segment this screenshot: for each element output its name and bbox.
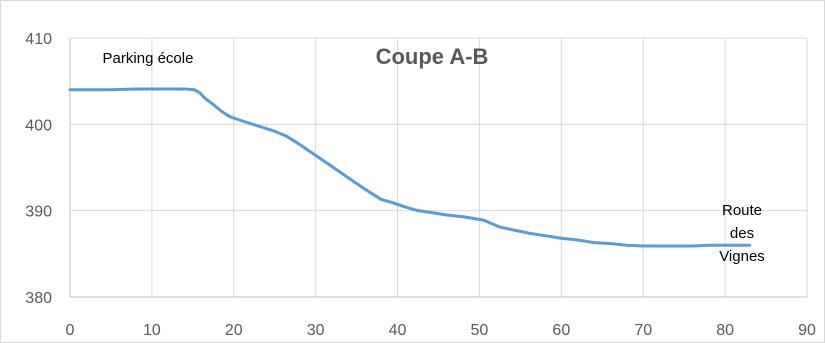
annotation-0-line-0: Parking école <box>103 50 194 67</box>
x-tick-label-90: 90 <box>798 322 816 339</box>
x-tick-label-60: 60 <box>552 322 570 339</box>
x-tick-label-20: 20 <box>225 322 243 339</box>
x-tick-label-50: 50 <box>471 322 489 339</box>
annotation-1-line-0: Route <box>722 202 762 219</box>
annotation-1: Route des Vignes <box>719 202 765 265</box>
series-layer <box>68 87 752 248</box>
annotation-0: Parking école <box>103 50 194 67</box>
y-tick-label-410: 410 <box>25 31 52 48</box>
annotations: Parking école Route des Vignes <box>103 50 765 265</box>
y-tick-label-390: 390 <box>25 204 52 221</box>
x-tick-label-70: 70 <box>634 322 652 339</box>
x-tick-label-10: 10 <box>143 322 161 339</box>
axes <box>69 38 807 298</box>
x-tick-label-0: 0 <box>66 322 75 339</box>
gridlines <box>70 37 808 297</box>
x-tick-label-30: 30 <box>307 322 325 339</box>
tick-labels: 380 390 400 410 0 10 20 30 40 50 60 70 80 90 <box>25 31 816 339</box>
y-tick-label-380: 380 <box>25 290 52 307</box>
x-tick-label-80: 80 <box>716 322 734 339</box>
annotation-1-line-1: des <box>730 225 754 242</box>
x-tick-label-40: 40 <box>389 322 407 339</box>
y-tick-label-400: 400 <box>25 117 52 134</box>
chart-title: Coupe A-B <box>376 44 489 69</box>
series-line-0 <box>68 87 752 248</box>
annotation-1-line-2: Vignes <box>719 248 765 265</box>
